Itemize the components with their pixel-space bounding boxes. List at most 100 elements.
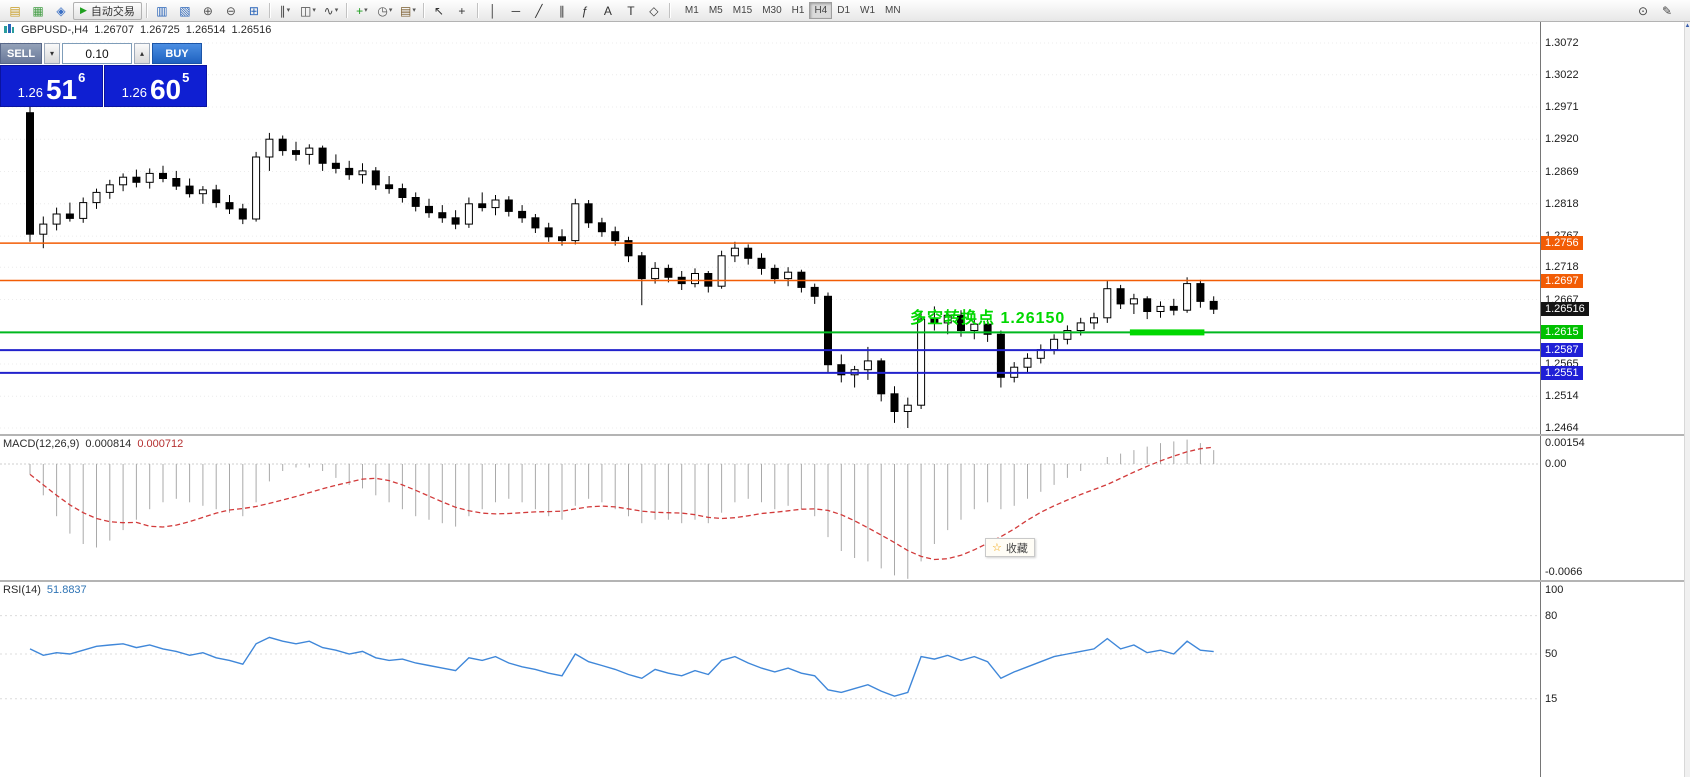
sell-price-pips: 51 (45, 74, 78, 106)
zoom-out-icon: ⊖ (225, 3, 236, 18)
text-icon[interactable]: A (597, 1, 619, 21)
favorite-tag[interactable]: ☆ 收藏 (985, 538, 1035, 557)
chart-mini-icon (3, 23, 15, 37)
timeframe-m5-button[interactable]: M5 (704, 2, 728, 19)
macd-axis-label: -0.0066 (1545, 566, 1583, 578)
timeframe-d1-button[interactable]: D1 (832, 2, 855, 19)
macd-axis-label: 0.00154 (1545, 437, 1585, 449)
new-order-icon[interactable]: ▤ (4, 1, 26, 21)
buy-price-head: 1.26 (121, 85, 147, 100)
scroll-up-icon[interactable]: ▲ (1684, 23, 1690, 29)
profiles-icon: ◈ (56, 3, 66, 18)
lot-decrease-button[interactable]: ▾ (44, 43, 60, 64)
bar-chart-icon[interactable]: ∥ ▾ (274, 1, 296, 21)
tile-windows-icon: ⊞ (248, 3, 259, 18)
dropdown-caret-icon: ▾ (364, 7, 368, 14)
zoom-out-icon[interactable]: ⊖ (220, 1, 242, 21)
price-axis-label: 1.2818 (1545, 197, 1579, 210)
cursor-icon[interactable]: ↖ (428, 1, 450, 21)
buy-price-pips: 60 (149, 74, 182, 106)
price-tag: 1.2615 (1541, 325, 1583, 340)
price-tag: 1.2587 (1541, 343, 1583, 358)
rsi-axis-label: 15 (1545, 692, 1558, 705)
bar-chart-icon: ∥ (279, 3, 286, 18)
period-icon[interactable]: ◷ ▾ (374, 1, 396, 21)
buy-price-button[interactable]: 1.26 60 5 (104, 65, 207, 107)
timeframe-m1-button[interactable]: M1 (680, 2, 704, 19)
rsi-axis-label: 100 (1545, 584, 1564, 596)
timeframe-h4-button[interactable]: H4 (809, 2, 833, 19)
trendline-icon: ╱ (535, 3, 543, 18)
lot-increase-button[interactable]: ▴ (134, 43, 150, 64)
autotrading-button[interactable]: ▶ 自动交易 (73, 1, 142, 20)
label-icon[interactable]: T (620, 1, 642, 21)
channel-icon: ∥ (558, 3, 565, 18)
cursor-icon: ↖ (433, 3, 444, 18)
macd-chart-canvas[interactable] (0, 436, 1540, 580)
symbol-period-label: GBPUSD-,H4 (21, 24, 89, 36)
buy-button[interactable]: BUY (152, 43, 202, 64)
market-watch-icon[interactable]: ▥ (151, 1, 173, 21)
price-chart-canvas[interactable] (0, 21, 1540, 434)
profiles-icon[interactable]: ◈ (50, 1, 72, 21)
open-value: 1.26707 (94, 24, 135, 36)
favorite-label: 收藏 (1005, 542, 1028, 555)
chart-window-icon[interactable]: ▦ (27, 1, 49, 21)
fibonacci-icon[interactable]: ƒ (574, 1, 596, 21)
channel-icon[interactable]: ∥ (551, 1, 573, 21)
new-order-icon: ▤ (9, 3, 21, 18)
timeframe-m15-button[interactable]: M15 (728, 2, 757, 19)
edit-icon[interactable]: ✎ (1661, 4, 1673, 18)
sell-button[interactable]: SELL (0, 43, 42, 64)
timeframe-toolbar: M1 M5 M15 M30 H1 H4 D1 W1 MN (680, 2, 906, 19)
tile-windows-icon[interactable]: ⊞ (243, 1, 265, 21)
lot-size-input[interactable] (62, 43, 132, 64)
horizontal-line-icon[interactable]: ─ (505, 1, 527, 21)
macd-signal-value: 0.000712 (137, 438, 184, 450)
one-click-top-row: SELL ▾ ▴ BUY (0, 43, 210, 64)
price-axis-label: 1.2869 (1545, 165, 1579, 178)
data-window-icon[interactable]: ▧ (174, 1, 196, 21)
timeframe-w1-button[interactable]: W1 (855, 2, 880, 19)
price-axis-label: 1.2514 (1545, 390, 1579, 403)
price-axis-label: 1.2971 (1545, 101, 1579, 113)
zoom-in-icon[interactable]: ⊕ (197, 1, 219, 21)
macd-main-value: 0.000814 (85, 438, 132, 450)
vertical-scrollbar[interactable]: ▲ (1684, 21, 1690, 777)
chart-header: GBPUSD-,H4 1.26707 1.26725 1.26514 1.265… (3, 23, 271, 37)
sell-price-button[interactable]: 1.26 51 6 (0, 65, 103, 107)
price-axis[interactable]: 1.3072 1.3022 1.2971 1.2920 1.2869 1.2818 1.27… (1540, 21, 1684, 434)
highlight-segment[interactable] (1129, 329, 1205, 336)
crosshair-icon[interactable]: + (451, 1, 473, 21)
template-icon[interactable]: ▤ ▾ (397, 1, 419, 21)
macd-axis-label: 0.00 (1545, 458, 1567, 470)
dropdown-caret-icon: ▾ (312, 7, 316, 14)
vertical-line-icon[interactable]: │ (482, 1, 504, 21)
autotrading-icon: ▶ (80, 5, 87, 15)
candlestick-chart-icon[interactable]: ◫ ▾ (297, 1, 319, 21)
line-chart-icon[interactable]: ∿ ▾ (320, 1, 342, 21)
toolbar-separator (345, 3, 347, 18)
price-axis-label: 1.2718 (1545, 261, 1579, 274)
rsi-header: RSI(14) 51.8837 (3, 584, 87, 596)
timeframe-m30-button[interactable]: M30 (757, 2, 786, 19)
shapes-icon[interactable]: ◇ (643, 1, 665, 21)
rsi-axis-label: 80 (1545, 609, 1558, 622)
timeframe-h1-button[interactable]: H1 (787, 2, 810, 19)
add-indicator-icon[interactable]: + ▾ (351, 1, 373, 21)
rsi-axis[interactable]: 100 80 50 15 (1540, 582, 1684, 777)
search-icon[interactable]: ⊙ (1637, 4, 1649, 18)
buy-price-point: 5 (182, 70, 190, 85)
rsi-chart-canvas[interactable] (0, 582, 1540, 777)
dropdown-caret-icon: ▾ (286, 7, 291, 14)
timeframe-mn-button[interactable]: MN (880, 2, 906, 19)
price-axis-label: 1.2464 (1545, 422, 1579, 434)
crosshair-icon: + (458, 3, 466, 18)
macd-axis[interactable]: 0.00154 0.00 -0.0066 (1540, 436, 1684, 580)
fibonacci-icon: ƒ (581, 3, 589, 18)
autotrading-label: 自动交易 (90, 5, 135, 18)
pivot-annotation: 多空转换点 1.26150 (910, 310, 1066, 327)
shapes-icon: ◇ (649, 3, 659, 18)
toolbar: ▤ ▦ ◈ ▶ 自动交易 ▥ ▧ ⊕ ⊖ ⊞ ∥ ▾ ◫ ▾ ∿ ▾ + ▾ ◷ ▾ ▤ ▾ ↖ + │ ─ ╱ ∥ ƒ A T ◇ M1 M5… (0, 0, 1690, 22)
trendline-icon[interactable]: ╱ (528, 1, 550, 21)
